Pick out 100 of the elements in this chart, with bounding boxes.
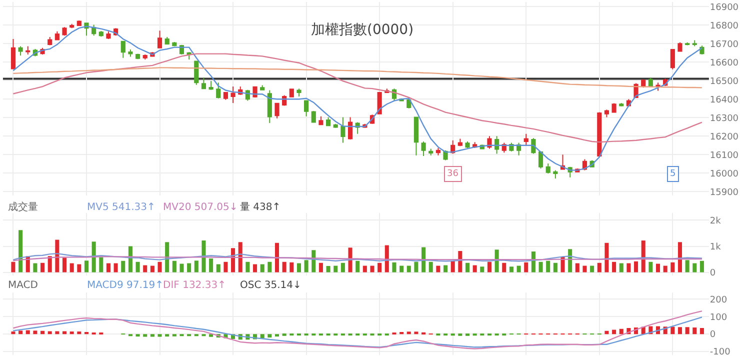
- candlestick: [348, 116, 353, 140]
- bar: [209, 258, 214, 272]
- bar: [290, 262, 294, 272]
- text: 量 438↑: [240, 202, 281, 213]
- bar: [590, 266, 594, 272]
- candlestick: [465, 141, 470, 148]
- bar: [92, 242, 96, 272]
- y-tick-label: -100: [710, 348, 731, 358]
- bar: [158, 334, 162, 337]
- candlestick: [142, 54, 148, 60]
- candlestick: [318, 116, 324, 126]
- candlestick: [487, 136, 492, 150]
- bar: [692, 263, 697, 272]
- candlestick: [54, 30, 60, 41]
- y-tick-label: 100: [710, 312, 728, 323]
- bar: [150, 266, 154, 272]
- bar: [612, 330, 616, 334]
- annotation: 36: [447, 169, 459, 179]
- bar: [326, 266, 330, 272]
- bar: [194, 260, 198, 272]
- candlestick: [267, 90, 272, 124]
- bar: [626, 263, 631, 272]
- candlestick: [443, 150, 448, 161]
- bar: [553, 262, 558, 272]
- candlestick: [458, 138, 462, 147]
- line-series: [12, 53, 703, 143]
- bar: [692, 327, 697, 334]
- bar: [450, 260, 455, 272]
- bar: [340, 262, 345, 272]
- bar: [546, 260, 550, 272]
- bar: [136, 334, 140, 337]
- bar: [480, 266, 484, 272]
- bar: [700, 260, 704, 272]
- candlestick: [201, 77, 206, 90]
- bar: [84, 260, 88, 272]
- bar: [268, 262, 272, 272]
- bar: [150, 334, 154, 337]
- bar: [282, 262, 286, 272]
- candlestick: [612, 102, 616, 113]
- bar: [180, 264, 184, 272]
- candlestick: [524, 133, 528, 146]
- candlestick: [553, 170, 558, 180]
- bar: [11, 331, 16, 334]
- text: MV5 541.33↑: [87, 202, 156, 213]
- bar: [400, 332, 404, 334]
- candlestick: [260, 84, 265, 90]
- bar: [40, 262, 45, 272]
- bar: [400, 266, 404, 272]
- candlestick: [289, 88, 294, 98]
- bar: [619, 328, 624, 334]
- bar: [414, 262, 418, 272]
- y-tick-label: 16100: [710, 150, 739, 161]
- text: OSC 35.14↓: [240, 280, 302, 291]
- bar: [224, 262, 228, 272]
- bar: [77, 331, 82, 334]
- bar: [656, 264, 660, 272]
- bar: [494, 250, 499, 272]
- bar: [296, 263, 301, 272]
- bar: [114, 263, 118, 272]
- bar: [165, 334, 170, 337]
- candlestick: [128, 49, 133, 58]
- candlestick: [120, 40, 126, 58]
- candlestick: [494, 136, 500, 154]
- bar: [641, 240, 646, 272]
- candlestick: [604, 109, 609, 118]
- bar: [274, 334, 280, 337]
- candlestick: [208, 80, 214, 90]
- text: MV20 507.05↓: [163, 202, 238, 213]
- candlestick: [377, 91, 382, 114]
- candlestick: [157, 30, 162, 48]
- y-tick-label: 0: [710, 268, 716, 278]
- bar: [619, 263, 624, 272]
- line-series: [12, 310, 703, 350]
- bar: [216, 264, 220, 272]
- bar: [670, 326, 675, 334]
- text: 加權指數(0000): [311, 22, 414, 38]
- bar: [406, 266, 411, 272]
- candlestick: [223, 92, 228, 100]
- bar: [436, 266, 440, 272]
- candlestick: [252, 86, 258, 98]
- bar: [33, 263, 38, 272]
- candlestick: [685, 42, 690, 46]
- bar: [392, 262, 396, 272]
- bar: [678, 242, 682, 272]
- bar: [487, 262, 492, 272]
- line-series: [12, 316, 703, 348]
- chart-title: MACD: [8, 280, 38, 291]
- candlestick: [670, 48, 675, 70]
- candlestick: [106, 30, 111, 40]
- bar: [62, 258, 67, 272]
- bar: [604, 330, 609, 334]
- bar: [524, 262, 528, 272]
- bar: [582, 266, 587, 272]
- candlestick: [333, 123, 338, 128]
- candlestick: [428, 148, 434, 156]
- candlestick: [98, 30, 104, 38]
- y-tick-label: 15900: [710, 188, 739, 198]
- bar: [172, 260, 176, 272]
- text: DIF 132.33↑: [163, 280, 226, 291]
- bar: [48, 256, 52, 272]
